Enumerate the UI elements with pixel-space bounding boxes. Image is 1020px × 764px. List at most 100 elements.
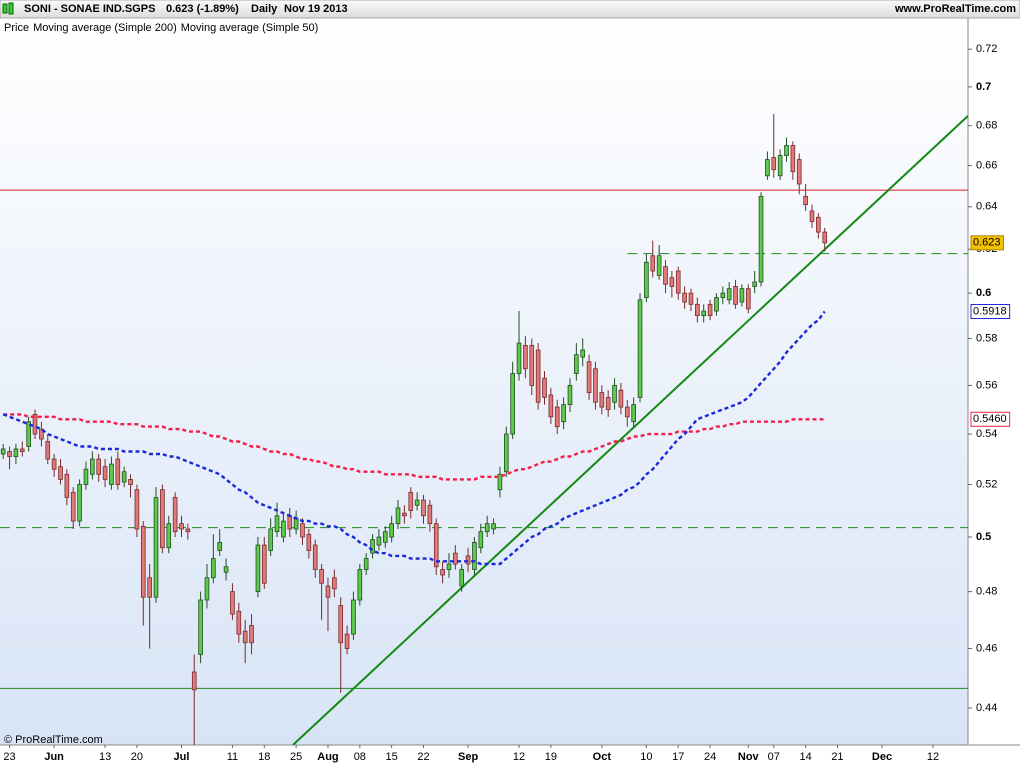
header-title: SONI - SONAE IND.SGPS — [24, 3, 155, 15]
y-tick-label: 0.44 — [976, 702, 997, 714]
candle-body — [45, 441, 51, 460]
candle-body — [707, 303, 713, 316]
candle-body — [790, 145, 796, 173]
legend-entry: Price — [4, 22, 29, 34]
candle-body — [796, 159, 802, 185]
candle-body — [612, 385, 617, 403]
candle-body — [376, 536, 382, 546]
y-tick-label: 0.72 — [976, 43, 997, 55]
candle-body — [109, 463, 114, 485]
candle-body — [268, 528, 273, 551]
candle-body — [102, 466, 108, 480]
candle-body — [51, 458, 57, 470]
candle-body — [32, 413, 38, 435]
candle-body — [554, 406, 560, 428]
x-tick-label: 12 — [927, 751, 939, 763]
candle-body — [803, 195, 808, 206]
copyright: © ProRealTime.com — [4, 734, 103, 746]
candle-body — [115, 458, 121, 485]
candle-body — [465, 555, 471, 565]
header-icon — [8, 2, 14, 15]
candle-body — [300, 523, 305, 538]
candle-body — [382, 531, 388, 543]
candle-body — [650, 255, 656, 272]
x-tick-label: Jul — [174, 751, 190, 763]
x-tick-label: Sep — [458, 751, 478, 763]
candle-body — [242, 630, 248, 644]
candle-body — [421, 499, 426, 517]
candle-body — [211, 558, 216, 579]
candle-body — [777, 155, 783, 177]
candle-body — [153, 497, 159, 598]
candle-body — [414, 499, 420, 506]
y-tick-label: 0.5 — [976, 531, 991, 543]
candle-body — [160, 489, 165, 549]
candle-body — [701, 310, 707, 316]
candle-body — [542, 377, 547, 398]
candle-body — [236, 610, 242, 635]
candle-body — [644, 261, 649, 298]
x-tick-label: Dec — [872, 751, 892, 763]
candle-body — [351, 599, 356, 635]
candle-body — [599, 392, 605, 408]
header-icon — [2, 3, 8, 14]
candle-body — [784, 145, 789, 156]
candle-body — [217, 541, 223, 551]
candle-body — [223, 566, 229, 573]
candle-body — [688, 292, 694, 305]
candle-body — [593, 368, 598, 403]
candle-body — [64, 473, 70, 498]
price-label: 0.5460 — [973, 413, 1007, 425]
candle-body — [765, 159, 770, 177]
candle-body — [484, 523, 490, 533]
candle-body — [675, 270, 681, 294]
y-tick-label: 0.66 — [976, 160, 997, 172]
candle-body — [580, 349, 586, 358]
candle-body — [147, 577, 152, 598]
x-tick-label: Nov — [738, 751, 760, 763]
x-tick-label: 24 — [704, 751, 716, 763]
candle-body — [344, 633, 350, 649]
candle-body — [523, 344, 528, 370]
candle-body — [179, 523, 184, 530]
candle-body — [255, 544, 261, 593]
x-tick-label: 20 — [131, 751, 143, 763]
candle-body — [440, 569, 445, 576]
candle-body — [140, 525, 146, 598]
candle-body — [745, 288, 751, 310]
candle-body — [433, 523, 439, 568]
candle-body — [274, 515, 280, 533]
candle-body — [325, 585, 331, 598]
x-tick-label: 18 — [258, 751, 270, 763]
candle-body — [529, 344, 535, 386]
candle-body — [427, 504, 433, 525]
candle-body — [261, 544, 267, 584]
y-tick-label: 0.7 — [976, 81, 991, 93]
candle-body — [816, 216, 821, 233]
candle-body — [739, 288, 745, 303]
candle-body — [370, 539, 375, 554]
candle-body — [121, 471, 127, 483]
legend-entry: Moving average (Simple 200) — [33, 22, 177, 34]
x-tick-label: Jun — [44, 751, 64, 763]
candle-body — [0, 448, 6, 455]
plot — [0, 113, 968, 745]
candle-body — [682, 292, 687, 303]
header-quote: 0.623 (-1.89%) — [166, 3, 239, 15]
y-tick-label: 0.58 — [976, 332, 997, 344]
y-tick-label: 0.56 — [976, 379, 997, 391]
candle-body — [503, 433, 509, 473]
x-tick-label: 12 — [513, 751, 525, 763]
x-tick-label: 19 — [545, 751, 557, 763]
candle-body — [567, 385, 573, 406]
candle-body — [312, 544, 318, 570]
candle-body — [357, 569, 363, 601]
candle-body — [287, 515, 293, 530]
candle-body — [472, 541, 477, 570]
candle-body — [516, 342, 522, 374]
price-label: 0.5918 — [973, 305, 1007, 317]
trend-line — [292, 115, 968, 745]
x-tick-label: 17 — [672, 751, 684, 763]
candle-body — [306, 533, 312, 551]
candle-body — [230, 591, 235, 615]
